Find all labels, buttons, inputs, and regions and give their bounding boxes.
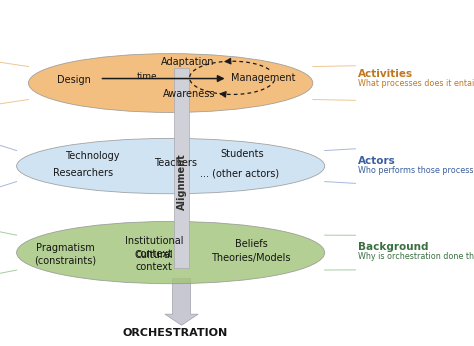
Ellipse shape xyxy=(17,138,325,194)
Text: Beliefs: Beliefs xyxy=(235,239,268,249)
Text: What processes does it entail?: What processes does it entail? xyxy=(358,79,474,88)
Text: Design: Design xyxy=(56,75,91,84)
Text: Students: Students xyxy=(220,149,264,159)
Ellipse shape xyxy=(28,54,313,112)
Text: Alignment: Alignment xyxy=(176,153,187,210)
FancyArrow shape xyxy=(165,279,198,325)
FancyBboxPatch shape xyxy=(174,69,189,268)
Text: Pragmatism
(constraints): Pragmatism (constraints) xyxy=(34,243,97,265)
Text: Why is orchestration done this way?: Why is orchestration done this way? xyxy=(358,252,474,261)
Text: Teachers: Teachers xyxy=(154,158,197,168)
Text: ... (other actors): ... (other actors) xyxy=(200,168,279,178)
Text: ORCHESTRATION: ORCHESTRATION xyxy=(123,328,228,338)
Text: Actors: Actors xyxy=(358,156,396,166)
Text: Management: Management xyxy=(231,73,295,83)
Ellipse shape xyxy=(17,221,325,284)
Text: Institutional
context: Institutional context xyxy=(125,236,183,258)
Text: Awareness: Awareness xyxy=(164,89,216,99)
Text: Cultural
context: Cultural context xyxy=(135,250,173,272)
Text: Researchers: Researchers xyxy=(53,168,113,178)
Text: Adaptation: Adaptation xyxy=(161,57,214,67)
Text: Theories/Models: Theories/Models xyxy=(211,253,291,263)
Text: Activities: Activities xyxy=(358,70,413,79)
Text: Background: Background xyxy=(358,243,428,252)
Text: Who performs those processes?: Who performs those processes? xyxy=(358,166,474,175)
Text: time: time xyxy=(137,72,157,81)
Text: Technology: Technology xyxy=(65,151,119,161)
